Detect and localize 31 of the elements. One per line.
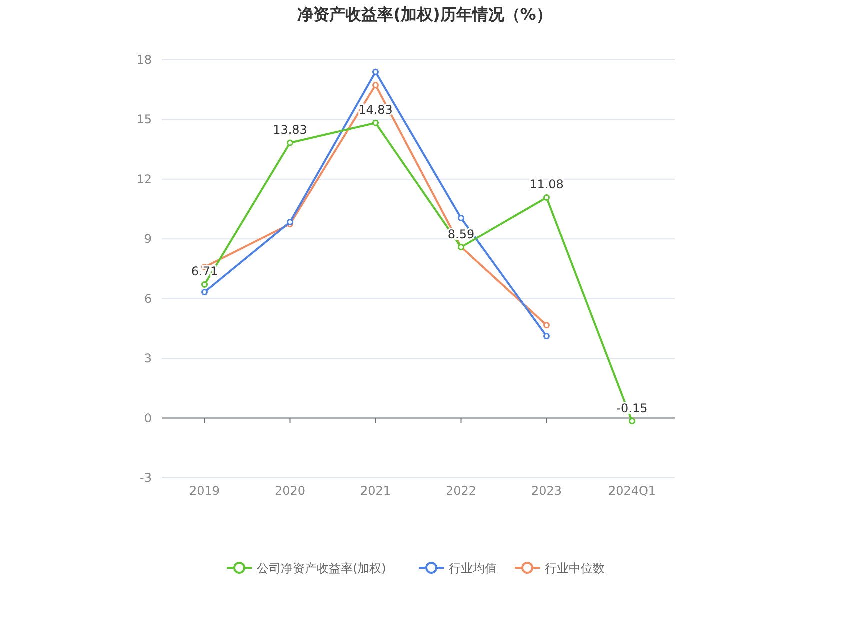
point bbox=[287, 140, 294, 146]
y-tick-label: 15 bbox=[136, 112, 152, 127]
x-tick-label: 2021 bbox=[360, 484, 392, 498]
x-tick-label: 2024Q1 bbox=[608, 484, 656, 498]
point bbox=[544, 322, 550, 329]
data-label: 11.08 bbox=[530, 178, 564, 192]
data-label: 13.83 bbox=[273, 123, 308, 138]
point bbox=[202, 281, 208, 288]
y-tick-label: 0 bbox=[144, 411, 152, 426]
point bbox=[544, 194, 550, 201]
legend-label: 行业均值 bbox=[449, 562, 497, 576]
point bbox=[372, 68, 379, 76]
legend-label: 公司净资产收益率(加权) bbox=[257, 562, 386, 576]
legend-label: 行业中位数 bbox=[545, 562, 605, 576]
y-tick-label: 9 bbox=[144, 232, 152, 246]
x-tick-label: 2022 bbox=[446, 484, 477, 498]
point bbox=[544, 333, 550, 340]
y-tick-label: 3 bbox=[144, 352, 152, 366]
point bbox=[458, 214, 464, 222]
point bbox=[372, 82, 379, 89]
y-tick-label: 12 bbox=[136, 172, 152, 186]
x-tick-label: 2023 bbox=[531, 484, 562, 498]
point bbox=[372, 120, 379, 126]
chart-title: 净资产收益率(加权)历年情况（%） bbox=[298, 5, 552, 24]
point bbox=[202, 289, 208, 296]
y-tick-label: -3 bbox=[140, 471, 152, 485]
point bbox=[629, 418, 636, 425]
y-tick-label: 6 bbox=[144, 292, 152, 306]
y-tick-label: 18 bbox=[136, 53, 152, 67]
x-tick-label: 2019 bbox=[189, 484, 220, 498]
x-tick-label: 2020 bbox=[274, 484, 306, 498]
